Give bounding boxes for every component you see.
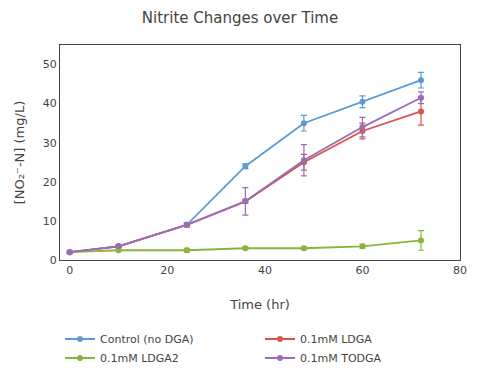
svg-text:Time (hr): Time (hr) xyxy=(229,297,290,312)
svg-text:40: 40 xyxy=(258,264,272,277)
svg-text:Nitrite Changes over Time: Nitrite Changes over Time xyxy=(142,9,338,27)
svg-text:60: 60 xyxy=(355,264,369,277)
svg-text:Control (no DGA): Control (no DGA) xyxy=(100,333,194,346)
svg-text:0.1mM LDGA2: 0.1mM LDGA2 xyxy=(100,352,179,365)
svg-text:0: 0 xyxy=(66,264,73,277)
svg-text:20: 20 xyxy=(160,264,174,277)
svg-text:30: 30 xyxy=(43,137,57,150)
svg-text:80: 80 xyxy=(453,264,467,277)
svg-text:20: 20 xyxy=(43,176,57,189)
svg-text:0: 0 xyxy=(50,254,57,267)
svg-text:0.1mM TODGA: 0.1mM TODGA xyxy=(300,352,382,365)
svg-text:[NO₂⁻-N] (mg/L): [NO₂⁻-N] (mg/L) xyxy=(12,101,27,204)
svg-text:40: 40 xyxy=(43,97,57,110)
svg-text:50: 50 xyxy=(43,58,57,71)
svg-text:10: 10 xyxy=(43,215,57,228)
svg-text:0.1mM LDGA: 0.1mM LDGA xyxy=(300,333,372,346)
